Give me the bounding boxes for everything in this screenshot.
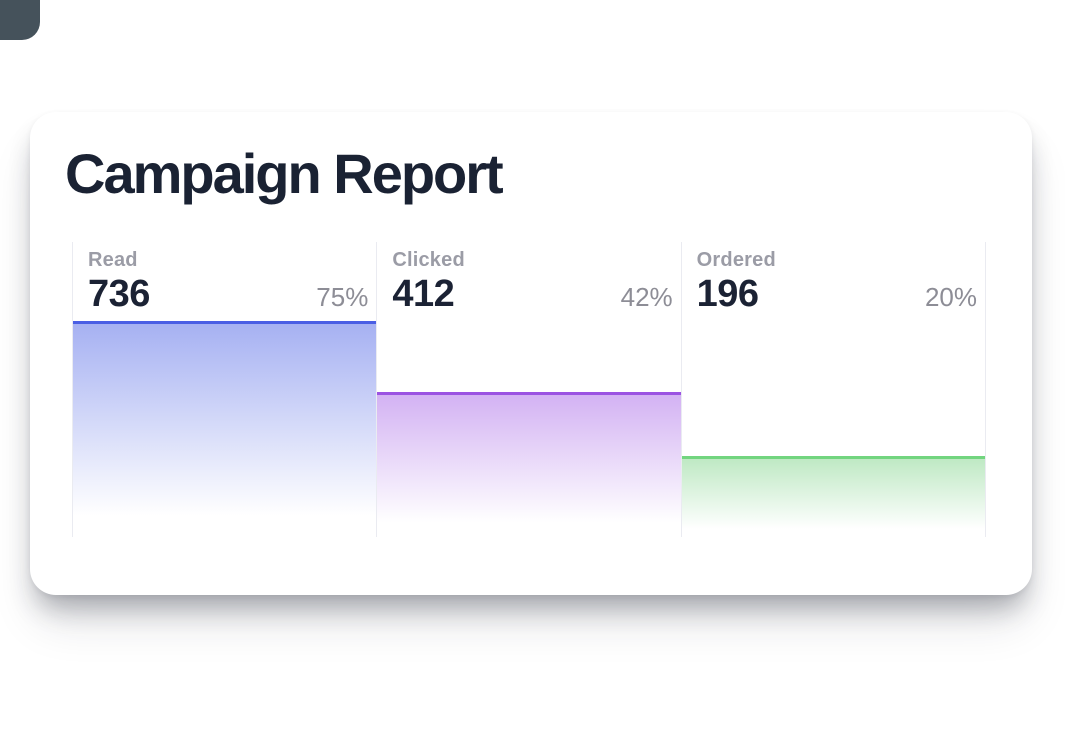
card-title: Campaign Report bbox=[65, 142, 504, 205]
metric-header: Read 736 75% bbox=[73, 242, 376, 314]
metric-percent-clicked: 42% bbox=[620, 282, 673, 312]
metric-label-ordered: Ordered bbox=[696, 249, 776, 271]
clicked-bar bbox=[377, 391, 681, 537]
corner-card-decor bbox=[0, 0, 40, 40]
metric-header: Ordered 196 20% bbox=[682, 242, 985, 314]
metric-label-read: Read bbox=[88, 249, 138, 271]
metric-percent-ordered: 20% bbox=[924, 282, 977, 312]
campaign-report-card: Campaign Report Read 736 75% Clicked 412… bbox=[30, 112, 1032, 595]
metric-panel-read: Read 736 75% bbox=[72, 242, 377, 537]
metric-value-clicked: 412 bbox=[392, 273, 455, 315]
metric-panel-ordered: Ordered 196 20% bbox=[680, 242, 985, 537]
metric-panel-clicked: Clicked 412 42% bbox=[376, 242, 681, 537]
metric-value-read: 736 bbox=[88, 273, 150, 315]
metric-header: Clicked 412 42% bbox=[377, 242, 680, 314]
read-bar bbox=[73, 321, 377, 537]
metric-percent-read: 75% bbox=[316, 282, 369, 312]
metric-label-clicked: Clicked bbox=[392, 249, 465, 271]
metric-grid: Read 736 75% Clicked 412 42% Ordered bbox=[72, 242, 986, 537]
ordered-bar bbox=[681, 455, 985, 537]
metric-value-ordered: 196 bbox=[696, 273, 759, 315]
